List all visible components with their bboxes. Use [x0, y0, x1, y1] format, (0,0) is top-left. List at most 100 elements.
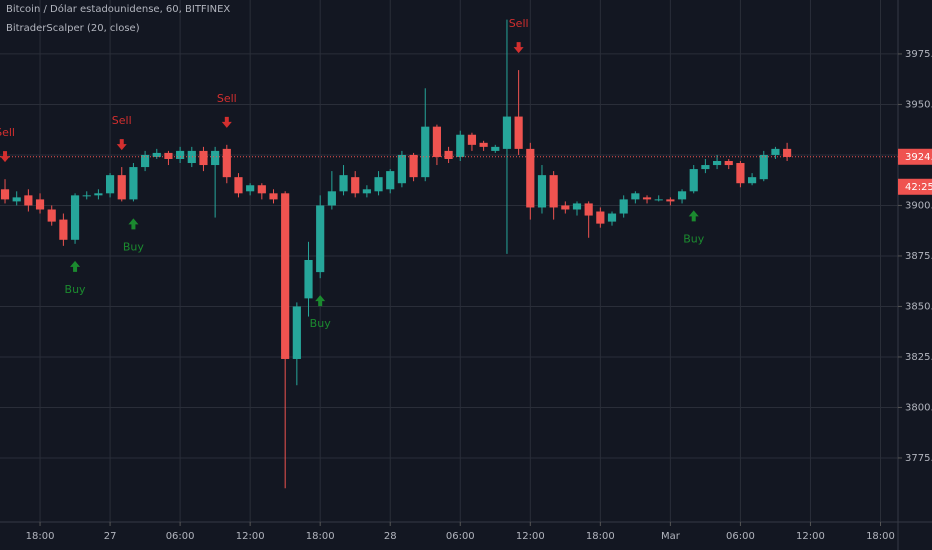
- candle-body: [339, 175, 348, 192]
- candle-body: [514, 116, 523, 149]
- x-tick-label: 27: [104, 531, 117, 542]
- candle-body: [304, 259, 313, 299]
- candle-body: [561, 205, 570, 210]
- candle-body: [211, 150, 220, 166]
- buy-label: Buy: [310, 317, 332, 330]
- candle-body: [596, 211, 605, 224]
- candle-body: [572, 203, 582, 210]
- candle-body: [759, 154, 768, 180]
- buy-arrow: [128, 218, 139, 230]
- candle-body: [281, 193, 290, 359]
- x-tick-label: 18:00: [26, 531, 55, 542]
- candle-body: [94, 193, 103, 196]
- candle-body: [642, 197, 652, 200]
- x-tick-label: 28: [384, 531, 397, 542]
- candle-body: [374, 177, 383, 192]
- candle-body: [70, 195, 80, 240]
- candle-body: [654, 199, 663, 201]
- candle-body: [129, 167, 138, 200]
- candle-body: [701, 165, 710, 170]
- candle-body: [677, 191, 687, 200]
- candle-body: [386, 171, 395, 190]
- candle-body: [526, 148, 535, 208]
- candle-body: [152, 152, 161, 157]
- candle-body: [771, 148, 780, 155]
- candle-body: [502, 116, 512, 149]
- x-tick-label: 06:00: [166, 531, 195, 542]
- buy-label: Buy: [683, 232, 705, 245]
- candle-body: [47, 209, 56, 222]
- candle-body: [421, 126, 430, 178]
- buy-arrow: [315, 295, 326, 307]
- candle-body: [748, 177, 757, 184]
- candle-body: [712, 161, 722, 166]
- candle-body: [222, 148, 231, 178]
- y-tick-label: 3825.0: [905, 352, 932, 363]
- candle-body: [327, 191, 336, 206]
- y-tick-label: 3775.0: [905, 453, 932, 464]
- candle-body: [736, 163, 745, 184]
- candle-body: [269, 193, 278, 200]
- candle-body: [619, 199, 628, 214]
- candle-body: [176, 150, 185, 159]
- sell-arrow: [0, 151, 11, 163]
- candle-body: [82, 195, 91, 197]
- candle-body: [584, 203, 593, 216]
- candle-body: [316, 205, 325, 273]
- sell-arrow: [513, 42, 524, 54]
- sell-arrow: [116, 139, 127, 151]
- candle-body: [689, 169, 698, 192]
- x-tick-label: 12:00: [236, 531, 265, 542]
- y-tick-label: 3900.0: [905, 200, 932, 211]
- y-tick-label: 3850.0: [905, 301, 932, 312]
- candle-body: [467, 134, 477, 145]
- candle-body: [141, 154, 150, 168]
- candle-body: [117, 175, 126, 200]
- candle-body: [35, 199, 45, 210]
- x-tick-label: 18:00: [586, 531, 615, 542]
- candle-body: [456, 134, 465, 157]
- y-tick-label: 3975.0: [905, 49, 932, 60]
- buy-arrow: [70, 260, 81, 272]
- sell-label: Sell: [509, 17, 529, 30]
- x-tick-label: 12:00: [516, 531, 545, 542]
- candle-body: [292, 306, 301, 359]
- plot: [0, 19, 898, 489]
- buy-arrow: [688, 210, 699, 222]
- candle-body: [491, 146, 500, 151]
- candle-body: [479, 142, 488, 147]
- candle-body: [666, 199, 675, 202]
- candle-body: [24, 195, 33, 206]
- candle-body: [234, 177, 243, 194]
- candle-body: [432, 126, 442, 157]
- candle-body: [0, 189, 10, 200]
- candle-body: [783, 148, 792, 157]
- candle-body: [105, 175, 115, 194]
- y-tick-label: 3950.0: [905, 99, 932, 110]
- sell-label: Sell: [217, 92, 237, 105]
- sell-label: Sell: [0, 126, 15, 139]
- candle-body: [549, 175, 558, 208]
- candle-body: [724, 161, 733, 166]
- sell-arrow: [221, 116, 232, 128]
- candle-body: [351, 177, 360, 194]
- candle-body: [199, 150, 208, 166]
- candle-body: [246, 185, 255, 192]
- candle-body: [607, 213, 617, 222]
- x-tick-label: 12:00: [796, 531, 825, 542]
- candle-body: [631, 193, 640, 200]
- chart-title: Bitcoin / Dólar estadounidense, 60, BITF…: [6, 3, 230, 15]
- x-tick-label: 06:00: [726, 531, 755, 542]
- candle-body: [187, 150, 196, 164]
- candle-body: [257, 185, 266, 194]
- candle-body: [362, 189, 371, 194]
- buy-label: Buy: [65, 283, 87, 296]
- x-tick-label: 18:00: [866, 531, 895, 542]
- candle-body: [444, 150, 453, 159]
- y-tick-label: 3875.0: [905, 251, 932, 262]
- last-price-label: 3924.1: [905, 152, 932, 163]
- last-price-box: [898, 148, 932, 165]
- candle-body: [12, 197, 21, 202]
- x-tick-label: Mar: [661, 531, 681, 542]
